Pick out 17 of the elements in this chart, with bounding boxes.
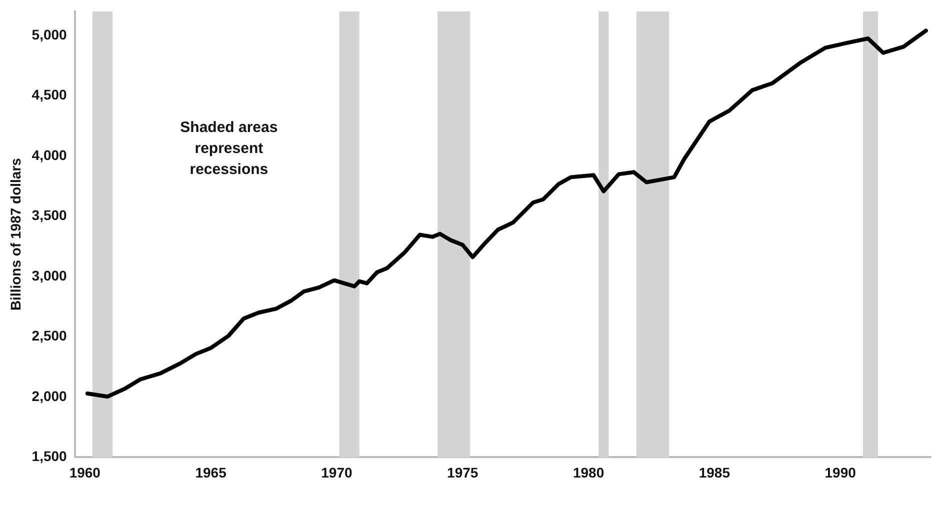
x-tick-label: 1980 [572,464,604,480]
y-tick-label: 1,500 [32,448,68,464]
x-tick-label: 1985 [698,464,730,480]
x-tick-label: 1970 [321,464,352,480]
y-tick-label: 3,000 [32,267,68,284]
y-tick-label: 4,000 [32,146,68,163]
y-tick-label: 2,500 [32,328,68,344]
y-tick-label: 3,500 [32,207,68,224]
y-tick-label: 4,500 [32,86,68,103]
x-tick-label: 1975 [447,464,478,480]
x-tick-label: 1965 [195,464,227,480]
y-axis-title: Billions of 1987 dollars [7,158,24,311]
y-tick-label: 5,000 [32,26,68,42]
x-tick-label: 1990 [824,464,856,480]
x-tick-label: 1960 [69,464,101,480]
y-tick-label: 2,000 [32,388,68,404]
annotation: Shaded areas represent recessions [180,118,278,178]
